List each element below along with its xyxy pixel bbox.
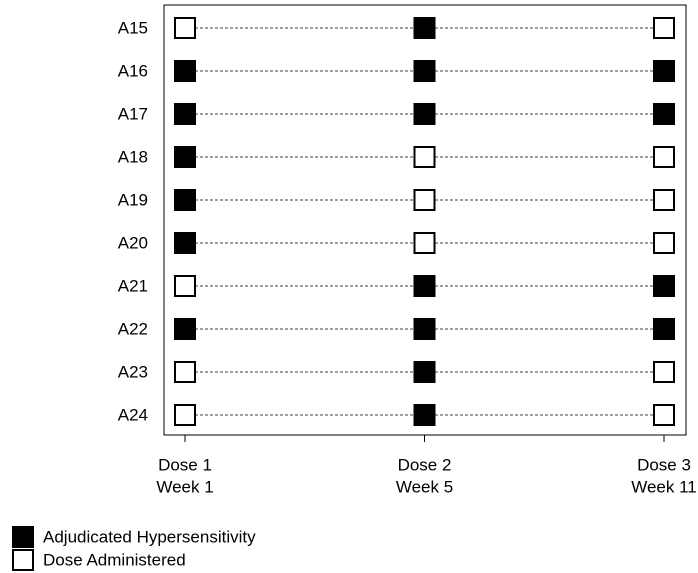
cell-marker	[653, 404, 675, 426]
cell-marker	[413, 275, 436, 297]
cell-marker	[174, 17, 196, 39]
cell-marker	[653, 17, 675, 39]
cell-marker	[653, 103, 675, 125]
cell-marker	[413, 60, 436, 82]
row-label: A19	[118, 190, 148, 209]
cell-marker	[413, 146, 436, 168]
cell-marker	[174, 275, 196, 297]
row-label: A17	[118, 104, 148, 123]
x-tick-label: Dose 1	[158, 455, 212, 474]
cell-marker	[653, 275, 675, 297]
cell-marker	[413, 103, 436, 125]
cell-marker	[174, 232, 196, 254]
row-label: A23	[118, 362, 148, 381]
cell-marker	[174, 361, 196, 383]
legend-swatch	[12, 526, 34, 548]
cell-marker	[174, 60, 196, 82]
cell-marker	[653, 146, 675, 168]
row-label: A20	[118, 233, 148, 252]
cell-marker	[413, 404, 436, 426]
legend-label: Adjudicated Hypersensitivity	[43, 527, 256, 546]
x-tick-label: Week 11	[631, 477, 697, 496]
row-label: A22	[118, 319, 148, 338]
cell-marker	[413, 318, 436, 340]
row-label: A18	[118, 147, 148, 166]
cell-marker	[174, 318, 196, 340]
row-label: A16	[118, 61, 148, 80]
row-label: A24	[118, 405, 148, 424]
x-tick-label: Dose 3	[637, 455, 691, 474]
cell-marker	[653, 361, 675, 383]
x-tick-label: Dose 2	[398, 455, 452, 474]
row-label: A21	[118, 276, 148, 295]
legend-label: Dose Administered	[43, 550, 186, 569]
cell-marker	[174, 103, 196, 125]
cell-marker	[413, 361, 436, 383]
cell-marker	[174, 189, 196, 211]
cell-marker	[653, 318, 675, 340]
cell-marker	[174, 404, 196, 426]
cell-marker	[653, 189, 675, 211]
cell-marker	[653, 60, 675, 82]
legend-swatch	[12, 549, 34, 571]
row-label: A15	[118, 18, 148, 37]
cell-marker	[653, 232, 675, 254]
cell-marker	[413, 189, 436, 211]
x-tick-label: Week 1	[156, 477, 213, 496]
x-tick-label: Week 5	[396, 477, 453, 496]
cell-marker	[413, 17, 436, 39]
cell-marker	[174, 146, 196, 168]
cell-marker	[413, 232, 436, 254]
